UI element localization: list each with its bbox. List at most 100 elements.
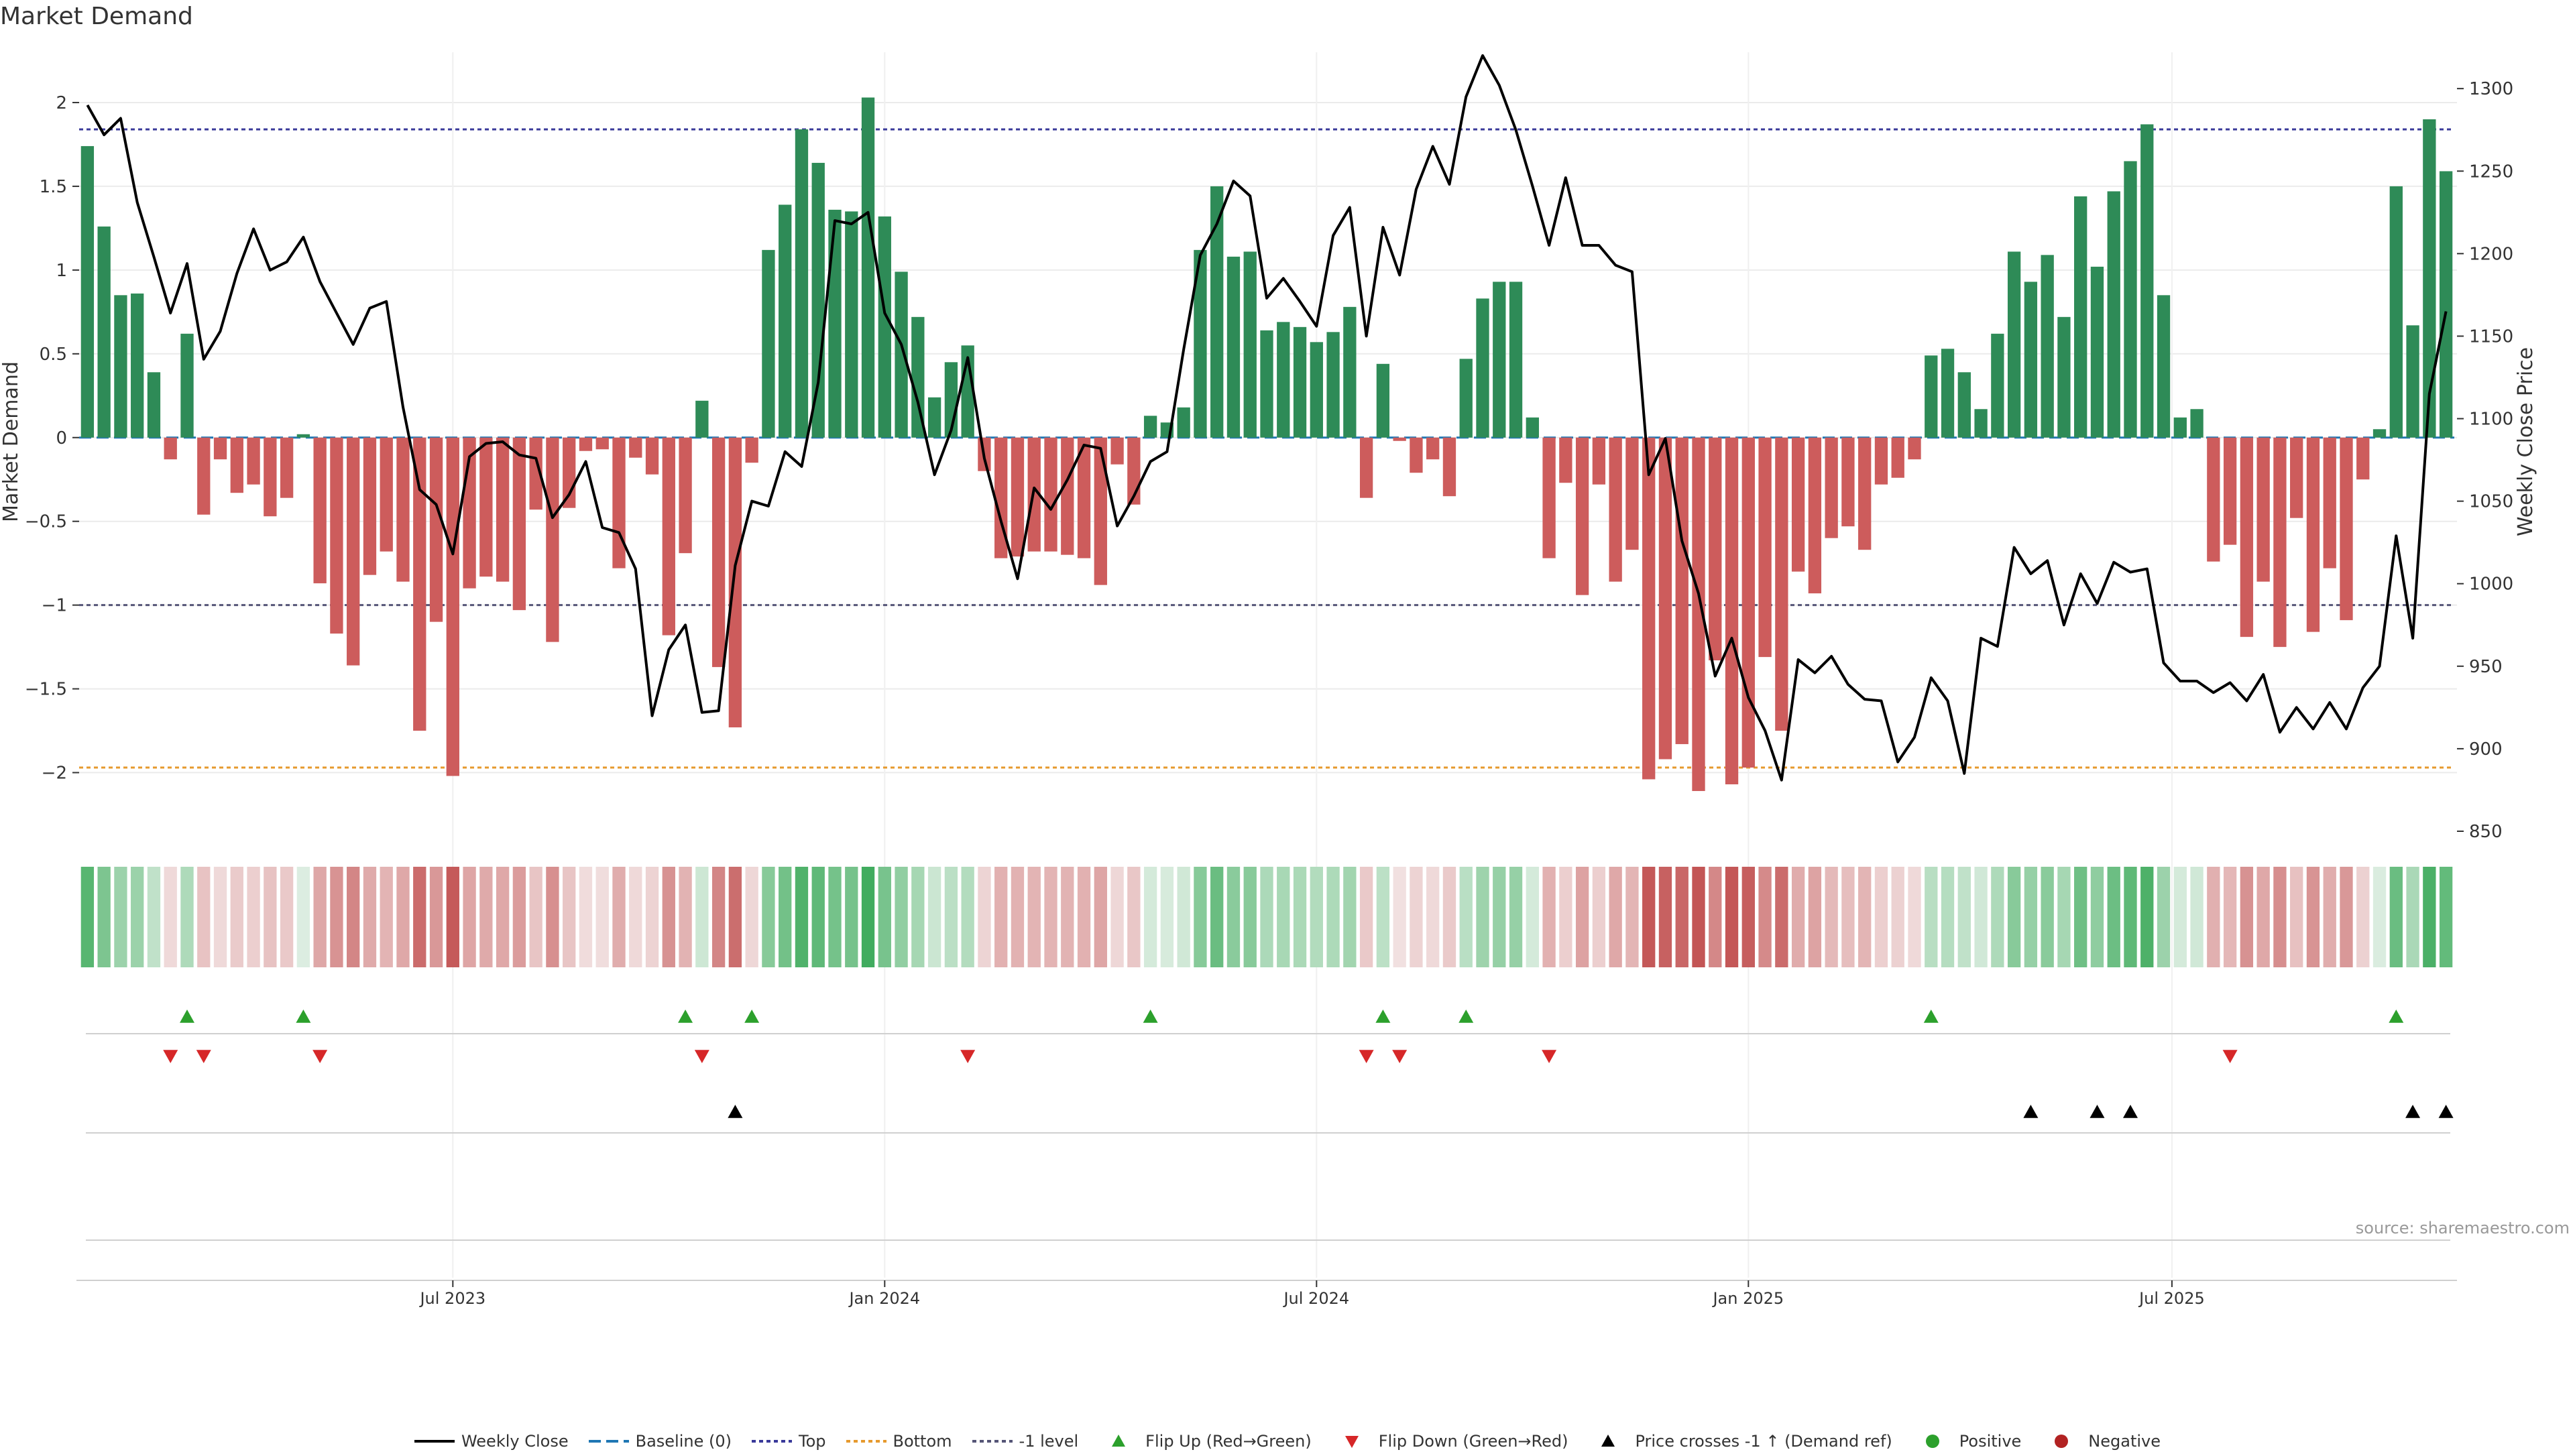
y-right-tick-label: 1150 xyxy=(2469,326,2513,347)
demand-bar xyxy=(313,437,327,584)
legend-item-minus1: -1 level xyxy=(972,1432,1078,1451)
demand-bar xyxy=(1642,437,1656,780)
heat-cell xyxy=(2273,867,2287,967)
demand-bar xyxy=(1741,437,1755,768)
legend-item-flip-up: Flip Up (Red→Green) xyxy=(1098,1432,1312,1451)
legend-swatch xyxy=(414,1440,455,1443)
x-tick-label: Jan 2025 xyxy=(1711,1289,1784,1308)
flip-up-marker xyxy=(180,1010,194,1023)
demand-bar xyxy=(579,437,593,451)
demand-bar xyxy=(1310,342,1323,438)
heat-cell xyxy=(230,867,243,967)
demand-bar xyxy=(363,437,377,575)
flip-down-marker xyxy=(1392,1050,1408,1063)
demand-bar xyxy=(662,437,675,635)
heat-cell xyxy=(2406,867,2419,967)
flip-down-marker xyxy=(2222,1050,2238,1063)
heat-cell xyxy=(645,867,659,967)
heat-cell xyxy=(1709,867,1722,967)
legend-swatch xyxy=(1925,1435,1939,1448)
heat-cell xyxy=(878,867,891,967)
demand-bar xyxy=(1177,407,1190,438)
demand-bar xyxy=(1442,437,1456,497)
source-note: source: sharemaestro.com xyxy=(2355,1219,2570,1237)
heat-cell xyxy=(711,867,726,967)
heat-cell xyxy=(479,867,493,967)
heat-cell xyxy=(579,867,593,967)
demand-bar xyxy=(1991,333,2004,438)
heat-cell xyxy=(1509,867,1523,967)
demand-bar xyxy=(2157,295,2171,438)
heat-cell xyxy=(1442,867,1456,967)
demand-bar xyxy=(1410,437,1423,473)
demand-bar xyxy=(762,249,775,438)
demand-bar xyxy=(296,434,310,438)
heat-cell xyxy=(2124,867,2137,967)
demand-bar xyxy=(695,400,709,438)
demand-bar xyxy=(1476,298,1489,438)
demand-bar xyxy=(2273,437,2287,648)
y-left-axis-label: Market Demand xyxy=(0,361,23,522)
demand-bar xyxy=(2041,255,2054,438)
heat-cell xyxy=(114,867,127,967)
heat-cell xyxy=(2306,867,2320,967)
demand-bar xyxy=(247,437,260,485)
demand-bar xyxy=(1592,437,1606,485)
demand-bar xyxy=(1509,282,1523,438)
price-cross-marker xyxy=(2090,1105,2105,1118)
legend-swatch xyxy=(752,1440,792,1443)
demand-bar xyxy=(230,437,243,493)
demand-bar xyxy=(1210,186,1224,438)
heat-cell xyxy=(1493,867,1506,967)
heat-cell xyxy=(895,867,908,967)
heat-cell xyxy=(2057,867,2071,967)
flip-up-marker xyxy=(296,1010,311,1023)
demand-bar xyxy=(180,333,194,438)
legend-label: Baseline (0) xyxy=(635,1432,732,1451)
demand-bar xyxy=(1625,437,1639,550)
y-left-tick-label: 1.5 xyxy=(40,177,67,197)
legend-label: Flip Down (Green→Red) xyxy=(1378,1432,1568,1451)
y-left-tick-label: −0.5 xyxy=(25,512,67,532)
demand-bar xyxy=(645,437,659,475)
demand-bar xyxy=(1575,437,1589,595)
heat-cell xyxy=(1725,867,1739,967)
y-right-tick-label: 1050 xyxy=(2469,492,2513,512)
demand-bar xyxy=(2306,437,2320,632)
legend-swatch xyxy=(972,1440,1013,1443)
demand-bar xyxy=(2190,409,2204,438)
heat-cell xyxy=(1974,867,1988,967)
demand-bar xyxy=(529,437,542,510)
demand-bar xyxy=(330,437,343,634)
demand-bar xyxy=(429,437,443,622)
heat-cell xyxy=(1194,867,1207,967)
demand-bar xyxy=(1376,363,1390,438)
heat-cell xyxy=(679,867,692,967)
demand-bar xyxy=(1925,355,1938,438)
heat-cell xyxy=(363,867,377,967)
flip-down-marker xyxy=(960,1050,976,1063)
flip-up-marker xyxy=(1458,1010,1474,1023)
demand-bar xyxy=(1808,437,1822,594)
y-right-tick-label: 1250 xyxy=(2469,162,2513,182)
heat-cell xyxy=(147,867,161,967)
heat-cell xyxy=(1326,867,1340,967)
heat-cell xyxy=(1592,867,1606,967)
y-right-tick-label: 1000 xyxy=(2469,574,2513,595)
heat-cell xyxy=(1127,867,1141,967)
demand-bar xyxy=(2406,325,2419,438)
heat-cell xyxy=(1625,867,1639,967)
heat-cell xyxy=(2024,867,2038,967)
demand-bar xyxy=(446,437,459,776)
heat-cell xyxy=(296,867,310,967)
demand-bar xyxy=(1775,437,1788,731)
y-left-tick-label: 2 xyxy=(56,93,67,113)
demand-bar xyxy=(1908,437,1921,460)
heat-cell xyxy=(2423,867,2436,967)
heat-cell xyxy=(728,867,742,967)
demand-bar xyxy=(2007,251,2021,438)
heat-cell xyxy=(546,867,559,967)
heat-cell xyxy=(131,867,144,967)
demand-bar xyxy=(1243,251,1257,438)
legend-swatch xyxy=(1344,1436,1359,1448)
